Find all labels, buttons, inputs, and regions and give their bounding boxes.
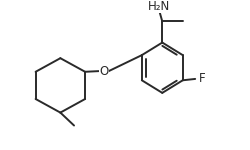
Text: H₂N: H₂N bbox=[148, 0, 170, 13]
Text: O: O bbox=[99, 65, 108, 78]
Text: F: F bbox=[199, 72, 205, 86]
